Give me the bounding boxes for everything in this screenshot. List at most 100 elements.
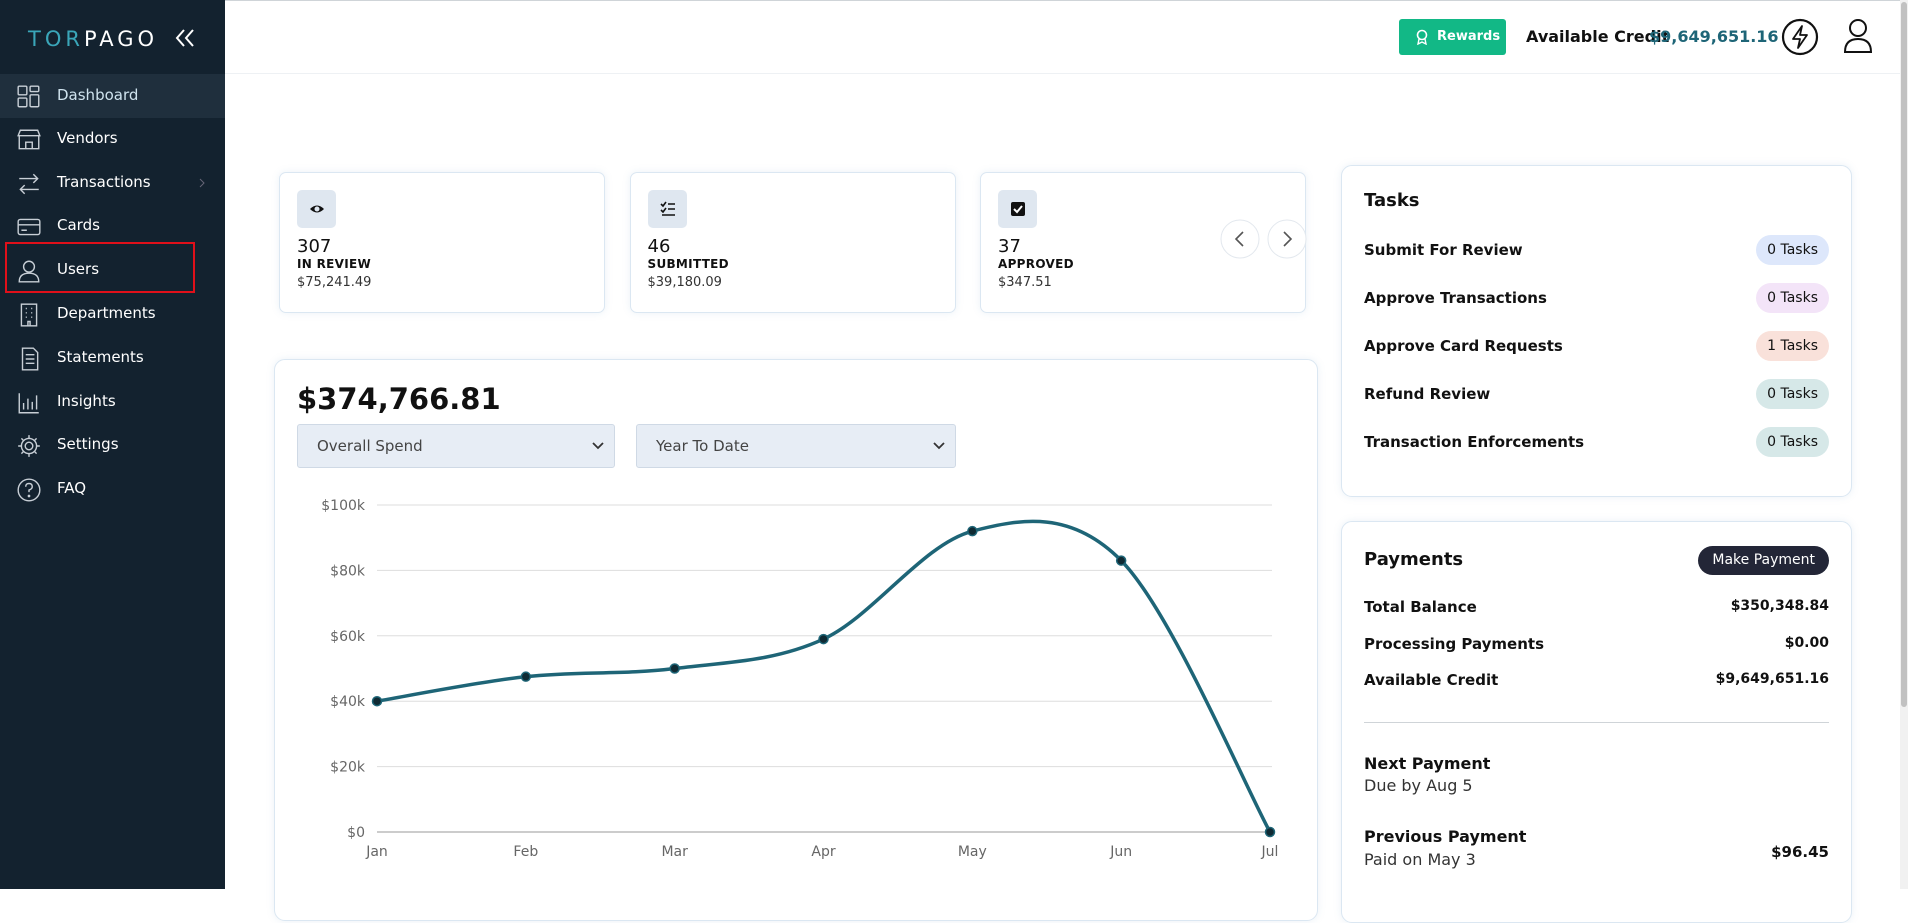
nav-label: Transactions	[57, 173, 151, 191]
payment-value: $350,348.84	[1730, 598, 1829, 614]
nav-icon	[17, 218, 41, 236]
card-icon	[998, 190, 1037, 228]
task-name: Approve Card Requests	[1364, 337, 1563, 355]
quick-action-icon[interactable]	[1780, 17, 1820, 57]
tasks-title: Tasks	[1364, 190, 1420, 211]
spend-filter[interactable]: Overall Spend	[297, 424, 615, 468]
nav-item[interactable]: Users	[0, 248, 225, 292]
nav-icon	[18, 435, 40, 457]
make-payment-button[interactable]: Make Payment	[1698, 546, 1829, 575]
data-point	[967, 525, 978, 537]
nav-label: Settings	[57, 435, 119, 453]
line-series	[376, 519, 1272, 833]
x-tick-label: Jan	[365, 844, 388, 860]
task-count: 0 Tasks	[1756, 379, 1829, 409]
nav-icon	[17, 478, 41, 502]
data-point	[669, 663, 680, 674]
scrollbar-thumb[interactable]	[1901, 2, 1907, 707]
payment-value: $0.00	[1784, 634, 1829, 651]
task-row[interactable]: Refund Review 0 Tasks	[1364, 379, 1829, 409]
x-tick-label: Feb	[513, 844, 538, 860]
logo-text: TORPAGO	[27, 27, 158, 51]
nav-item[interactable]: Departments	[0, 292, 225, 336]
task-name: Submit For Review	[1364, 241, 1523, 259]
previous-payment-title: Previous Payment	[1364, 827, 1527, 846]
nav-label: FAQ	[57, 479, 87, 497]
rewards-label: Rewards	[1437, 29, 1501, 44]
nav-icon	[21, 347, 39, 371]
next-payment-due: Due by Aug 5	[1364, 776, 1473, 795]
x-tick-label: Jul	[1261, 844, 1279, 860]
nav-icon	[17, 85, 40, 108]
filter-text: Year To Date	[656, 437, 749, 455]
x-tick-label: Apr	[811, 844, 835, 860]
nav-item[interactable]: Vendors	[0, 117, 225, 161]
task-count: 0 Tasks	[1756, 283, 1829, 313]
card-count: 46	[647, 236, 671, 257]
highlight-box	[5, 242, 195, 293]
summary-card[interactable]: 46 SUBMITTED $39,180.09	[629, 172, 956, 313]
payment-label: Processing Payments	[1364, 634, 1545, 653]
nav-icon	[20, 303, 38, 327]
x-tick-label: Jun	[1109, 844, 1132, 860]
period-filter[interactable]: Year To Date	[636, 424, 956, 468]
card-amount: $75,241.49	[297, 275, 372, 290]
nav-item[interactable]: Cards	[0, 204, 225, 248]
data-point	[1264, 826, 1276, 838]
nav-label: Users	[57, 260, 100, 278]
credit-value: $9,649,651.16	[1649, 27, 1779, 46]
data-point	[1115, 555, 1127, 566]
nav-label: Insights	[57, 392, 116, 410]
card-label: SUBMITTED	[647, 257, 729, 271]
card-icon	[647, 190, 687, 228]
card-label: APPROVED	[998, 257, 1074, 271]
nav-label: Dashboard	[57, 86, 139, 104]
task-row[interactable]: Transaction Enforcements 0 Tasks	[1364, 427, 1829, 457]
card-amount: $347.51	[998, 275, 1052, 290]
task-row[interactable]: Approve Transactions 0 Tasks	[1364, 283, 1829, 313]
previous-payment-date: Paid on May 3	[1364, 850, 1476, 869]
task-name: Transaction Enforcements	[1364, 433, 1585, 451]
payments-panel: Payments Make Payment Total Balance $350,…	[1341, 521, 1852, 923]
nav-icon	[17, 129, 41, 150]
summary-card[interactable]: 307 IN REVIEW $75,241.49	[279, 172, 605, 313]
data-point	[818, 633, 829, 645]
profile-icon[interactable]	[1842, 17, 1874, 55]
y-tick-label: $20k	[330, 760, 366, 776]
task-name: Refund Review	[1364, 385, 1491, 403]
nav-chevron	[199, 178, 205, 188]
nav-item[interactable]: FAQ	[0, 467, 225, 511]
payment-label: Total Balance	[1364, 598, 1477, 616]
logo[interactable]: TORPAGO	[20, 20, 170, 56]
payments-title: Payments	[1364, 549, 1464, 570]
rewards-button[interactable]: Rewards	[1399, 19, 1506, 55]
nav-label: Departments	[57, 304, 156, 322]
nav-item[interactable]: Settings	[0, 423, 225, 467]
nav-label: Statements	[57, 348, 144, 366]
task-row[interactable]: Approve Card Requests 1 Tasks	[1364, 331, 1829, 361]
task-name: Approve Transactions	[1364, 289, 1547, 307]
prev-button[interactable]	[1219, 218, 1261, 260]
collapse-button[interactable]	[174, 27, 196, 49]
y-tick-label: $40k	[330, 694, 366, 710]
x-tick-label: May	[958, 844, 987, 860]
nav-item[interactable]: Statements	[0, 336, 225, 380]
task-row[interactable]: Submit For Review 0 Tasks	[1364, 235, 1829, 265]
filter-text: Overall Spend	[317, 437, 423, 455]
card-count: 37	[998, 236, 1021, 257]
card-count: 307	[297, 236, 332, 257]
nav-item[interactable]: Dashboard	[0, 74, 225, 118]
y-tick-label: $100k	[321, 498, 366, 514]
card-label: IN REVIEW	[297, 257, 372, 271]
payment-label: Available Credit	[1364, 671, 1499, 689]
spend-panel: $374,766.81 Overall Spend Year To Date	[274, 359, 1318, 921]
task-count: 1 Tasks	[1756, 331, 1829, 361]
divider	[1364, 722, 1829, 723]
next-button[interactable]	[1266, 218, 1308, 260]
x-tick-label: Mar	[661, 844, 688, 860]
next-payment-title: Next Payment	[1364, 754, 1491, 773]
card-icon-glyph	[1011, 202, 1025, 216]
nav-item[interactable]: Insights	[0, 380, 225, 424]
card-amount: $39,180.09	[647, 275, 722, 290]
nav-item[interactable]: Transactions	[0, 161, 225, 205]
